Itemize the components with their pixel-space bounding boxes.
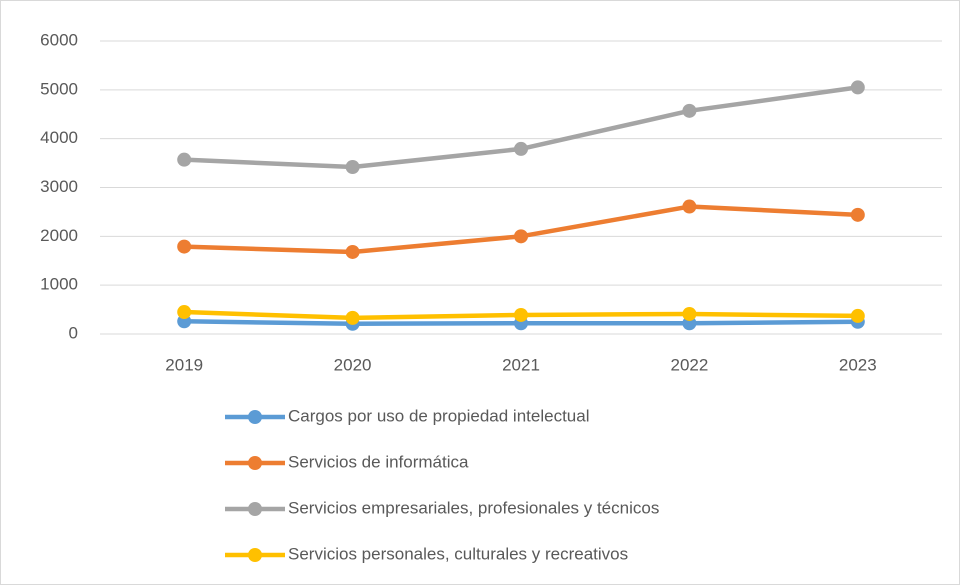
point [514,229,528,244]
legend-marker [248,456,262,470]
legend-marker [248,548,262,562]
y-tick-label: 3000 [40,177,78,196]
x-tick-label: 2022 [670,355,708,374]
y-tick-label: 1000 [40,275,78,294]
y-tick-label: 6000 [40,30,78,49]
y-tick-label: 2000 [40,226,78,245]
x-tick-label: 2019 [165,355,203,374]
point [177,152,192,167]
point [682,199,697,214]
y-tick-label: 4000 [40,128,78,147]
point [682,306,697,321]
legend-marker [248,410,262,424]
point [514,141,528,156]
y-tick-label: 5000 [40,79,78,98]
point [177,305,192,320]
x-tick-label: 2020 [334,355,372,374]
point [850,308,865,323]
y-tick-label: 0 [69,323,78,342]
legend-label: Servicios personales, culturales y recre… [288,544,628,563]
x-tick-label: 2023 [839,355,877,374]
point [514,307,528,322]
legend-label: Servicios empresariales, profesionales y… [288,498,659,517]
point [682,103,697,118]
legend-marker [248,502,262,516]
point [850,80,865,95]
point [345,310,360,325]
point [850,207,865,222]
point [345,244,360,259]
point [177,239,192,254]
legend-label: Servicios de informática [288,452,469,471]
legend-label: Cargos por uso de propiedad intelectual [288,406,589,425]
point [345,159,360,174]
x-tick-label: 2021 [502,355,540,374]
